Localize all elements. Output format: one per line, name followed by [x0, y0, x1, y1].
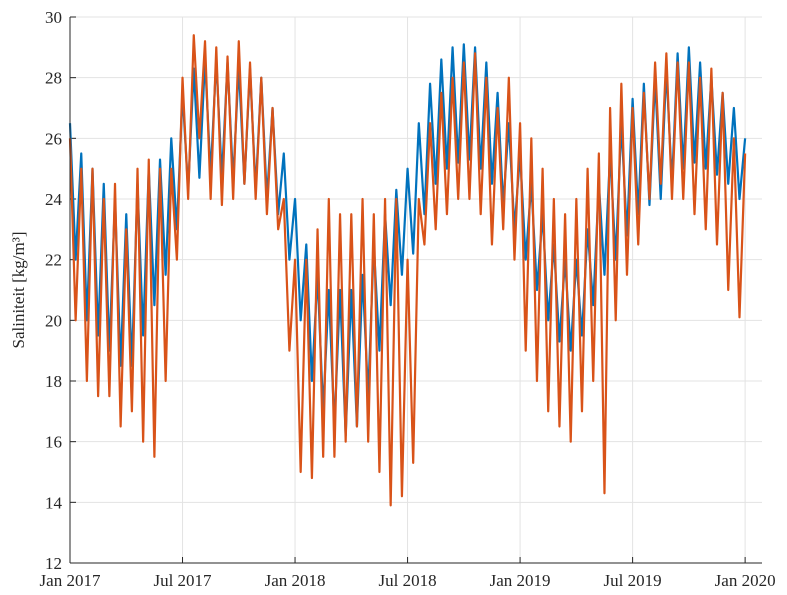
y-tick-label: 20: [45, 311, 62, 330]
y-tick-label: 24: [45, 190, 63, 209]
series-line: [68, 34, 747, 507]
y-tick-label: 18: [45, 372, 62, 391]
x-tick-label: Jan 2019: [490, 571, 551, 590]
y-tick-label: 28: [45, 69, 62, 88]
x-tick-label: Jul 2017: [153, 571, 212, 590]
y-tick-label: 12: [45, 554, 62, 573]
y-tick-label: 22: [45, 251, 62, 270]
y-tick-label: 30: [45, 8, 62, 27]
x-tick-label: Jul 2019: [604, 571, 662, 590]
y-tick-label: 26: [45, 129, 62, 148]
y-tick-label: 14: [45, 493, 63, 512]
y-tick-label: 16: [45, 433, 62, 452]
x-tick-label: Jan 2017: [40, 571, 101, 590]
y-axis-label: Saliniteit [kg/m³]: [9, 232, 28, 349]
x-tick-label: Jan 2018: [265, 571, 326, 590]
x-tick-label: Jul 2018: [379, 571, 437, 590]
x-tick-label: Jan 2020: [715, 571, 776, 590]
